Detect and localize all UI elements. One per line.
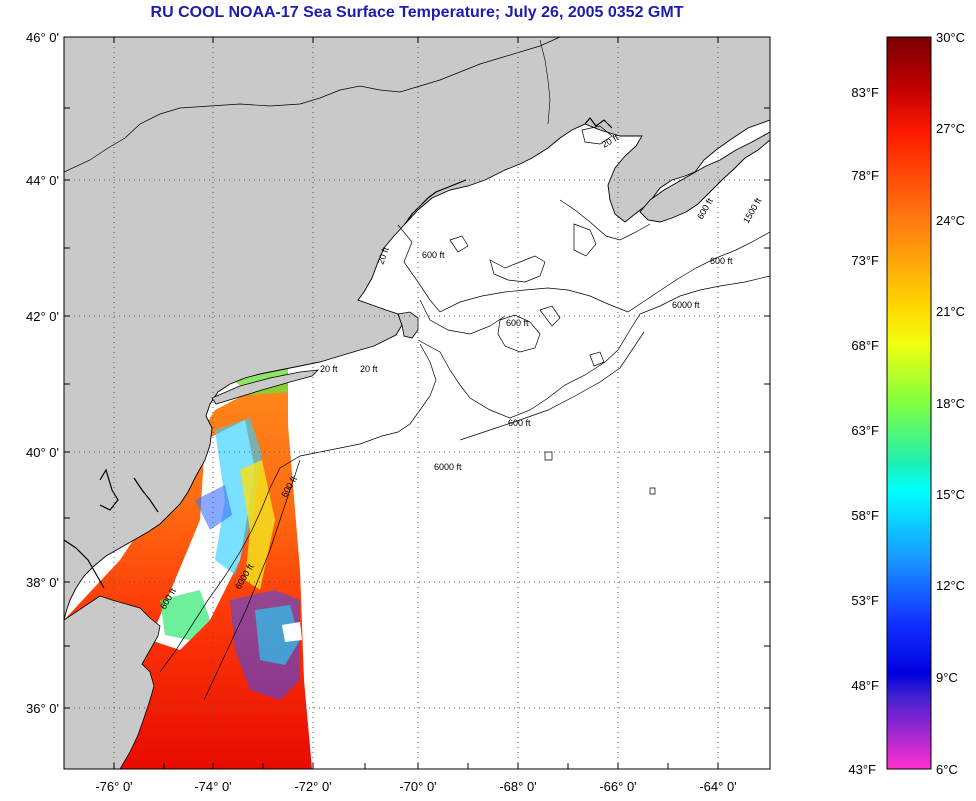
shoreline-detail — [64, 117, 613, 589]
graticule — [64, 37, 770, 769]
nova-scotia — [639, 131, 770, 223]
lon-label: -68° 0' — [499, 779, 536, 794]
latitude-labels: 46° 0' 44° 0' 42° 0' 40° 0' 38° 0' 36° 0… — [26, 30, 59, 716]
bathymetry-contours — [159, 125, 770, 701]
long-island — [211, 369, 320, 405]
lon-label: -72° 0' — [294, 779, 331, 794]
lat-label: 42° 0' — [26, 309, 59, 324]
lon-label: -70° 0' — [399, 779, 436, 794]
border-line — [64, 37, 561, 173]
cape-cod — [397, 311, 419, 339]
land-delmarva — [64, 595, 161, 769]
lat-label: 40° 0' — [26, 445, 59, 460]
longitude-labels: -76° 0' -74° 0' -72° 0' -70° 0' -68° 0' … — [95, 779, 736, 794]
contour-label: 600 ft — [710, 256, 733, 266]
lon-label: -74° 0' — [194, 779, 231, 794]
lon-label: -66° 0' — [599, 779, 636, 794]
contour-label: 600 ft — [508, 418, 531, 428]
lat-label: 44° 0' — [26, 173, 59, 188]
lon-label: -76° 0' — [95, 779, 132, 794]
lat-label: 38° 0' — [26, 575, 59, 590]
contour-label: 6000 ft — [434, 462, 462, 472]
contour-label: 20 ft — [360, 364, 378, 374]
border-line-2 — [539, 39, 551, 125]
contour-label: 20 ft — [320, 364, 338, 374]
lat-label: 36° 0' — [26, 701, 59, 716]
axis-ticks — [64, 36, 770, 769]
contour-label: 600 ft — [422, 250, 445, 260]
map-title: RU COOL NOAA-17 Sea Surface Temperature;… — [150, 4, 684, 21]
lon-label: -64° 0' — [699, 779, 736, 794]
contour-label: 6000 ft — [672, 300, 700, 310]
land — [64, 37, 770, 621]
lat-label: 46° 0' — [26, 30, 59, 45]
map-frame — [63, 36, 771, 770]
